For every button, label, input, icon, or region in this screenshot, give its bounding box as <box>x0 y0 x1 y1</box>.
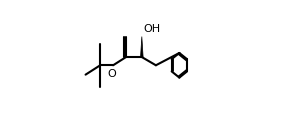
Text: OH: OH <box>143 24 160 34</box>
Polygon shape <box>140 37 143 57</box>
Text: O: O <box>108 69 116 79</box>
